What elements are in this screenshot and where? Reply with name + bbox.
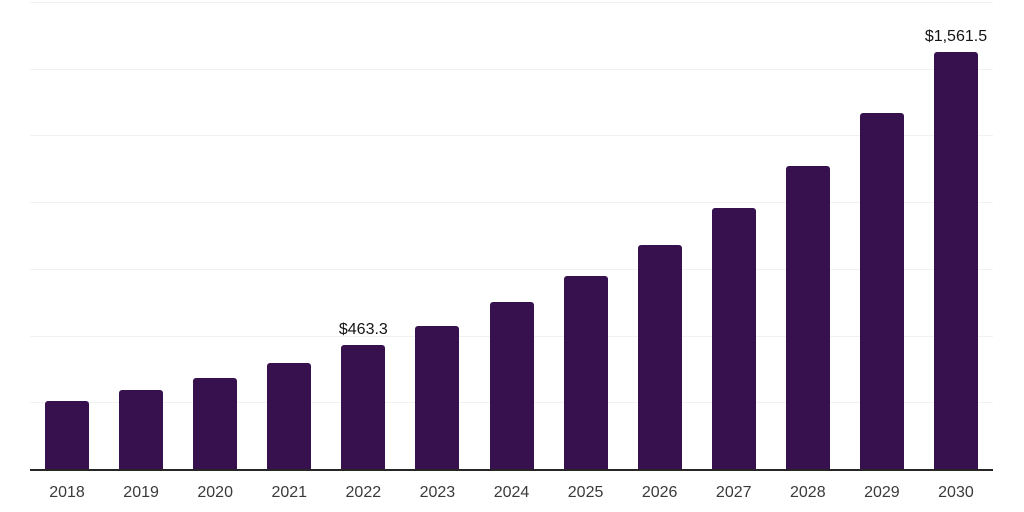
bar-2022 <box>341 345 386 469</box>
bar-2028 <box>785 165 830 469</box>
bar-2025 <box>563 276 608 469</box>
x-tick-label-2024: 2024 <box>493 484 530 501</box>
bar-2023 <box>415 325 460 469</box>
x-tick-label-2025: 2025 <box>567 484 604 501</box>
gridline-1250 <box>30 135 993 137</box>
gridline-1750 <box>30 2 993 3</box>
bar-2018 <box>45 401 90 469</box>
x-tick-label-2026: 2026 <box>641 484 678 501</box>
x-tick-label-2019: 2019 <box>123 484 159 501</box>
x-tick-label-2030: 2030 <box>938 484 974 501</box>
x-tick-label-2028: 2028 <box>790 484 826 501</box>
x-tick-label-2020: 2020 <box>197 484 233 501</box>
bar-2020 <box>193 377 238 469</box>
bar-2030 <box>933 52 978 469</box>
bar-2021 <box>267 362 312 469</box>
x-tick-label-2018: 2018 <box>49 484 85 501</box>
x-tick-label-2022: 2022 <box>345 484 382 501</box>
gridline-1000 <box>30 202 993 204</box>
x-axis-line <box>30 469 993 471</box>
bar-2019 <box>119 390 164 469</box>
bar-2029 <box>859 113 904 469</box>
gridline-750 <box>30 268 993 270</box>
bar-2024 <box>489 302 534 469</box>
value-label-2030: $1,561.5 <box>924 28 988 46</box>
value-label-2022: $463.3 <box>338 321 388 339</box>
bar-2027 <box>711 208 756 469</box>
x-tick-label-2023: 2023 <box>419 484 456 501</box>
bar-2026 <box>637 244 682 469</box>
gridline-1500 <box>30 68 993 70</box>
x-tick-label-2027: 2027 <box>715 484 752 501</box>
x-tick-label-2029: 2029 <box>864 484 900 501</box>
x-tick-label-2021: 2021 <box>271 484 308 501</box>
